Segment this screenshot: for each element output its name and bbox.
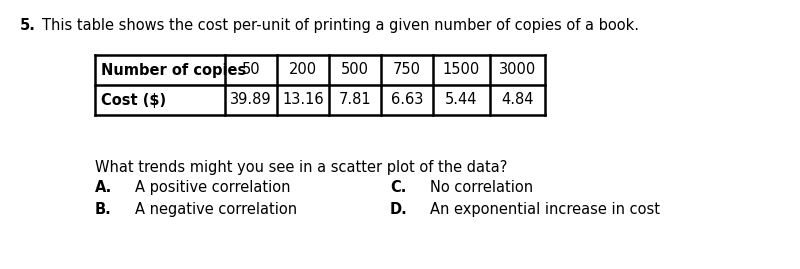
Text: 200: 200 (289, 62, 317, 77)
Text: No correlation: No correlation (430, 180, 533, 195)
Text: 1500: 1500 (443, 62, 480, 77)
Text: 7.81: 7.81 (338, 93, 371, 108)
Text: 5.: 5. (20, 18, 36, 33)
Text: 750: 750 (393, 62, 421, 77)
Text: 13.16: 13.16 (282, 93, 324, 108)
Text: 500: 500 (341, 62, 369, 77)
Text: B.: B. (95, 202, 112, 217)
Text: 4.84: 4.84 (502, 93, 534, 108)
Text: 39.89: 39.89 (230, 93, 272, 108)
Text: A negative correlation: A negative correlation (135, 202, 297, 217)
Text: 3000: 3000 (499, 62, 536, 77)
Text: 50: 50 (242, 62, 260, 77)
Text: Number of copies: Number of copies (101, 62, 246, 77)
Text: What trends might you see in a scatter plot of the data?: What trends might you see in a scatter p… (95, 160, 507, 175)
Text: An exponential increase in cost: An exponential increase in cost (430, 202, 660, 217)
Text: 6.63: 6.63 (391, 93, 423, 108)
Text: A positive correlation: A positive correlation (135, 180, 290, 195)
Text: D.: D. (390, 202, 408, 217)
Text: This table shows the cost per-unit of printing a given number of copies of a boo: This table shows the cost per-unit of pr… (42, 18, 639, 33)
Text: C.: C. (390, 180, 406, 195)
Text: 5.44: 5.44 (446, 93, 478, 108)
Text: Cost ($): Cost ($) (101, 93, 166, 108)
Text: A.: A. (95, 180, 112, 195)
